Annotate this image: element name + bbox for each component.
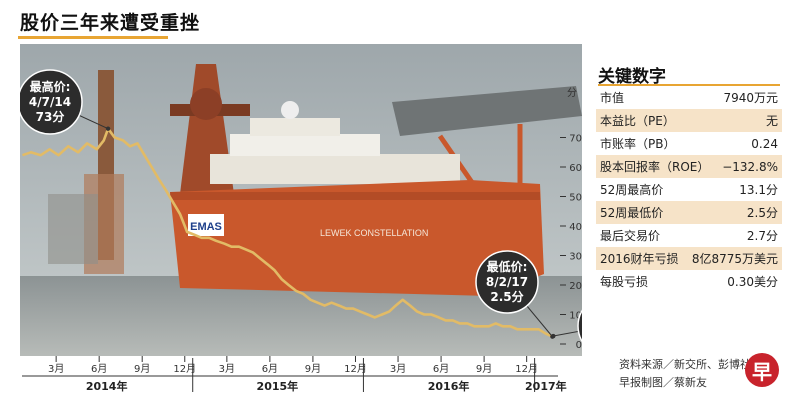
stat-label: 每股亏损 [600, 275, 649, 289]
x-tick-label: 9月 [305, 363, 321, 375]
stock-chart: EMAS LEWEK CONSTELLATION 0 10 20 30 40 50 60 70… [20, 44, 582, 356]
year-label: 2017年 [525, 379, 567, 393]
close-price-callout [577, 309, 582, 343]
x-tick-label: 12月 [173, 363, 196, 375]
credit-line: 早报制图／蔡新友 [619, 376, 707, 389]
emas-logo-text: EMAS [190, 221, 222, 233]
stat-label: 市账率（PB） [600, 137, 676, 151]
stat-label: 52周最高价 [600, 183, 664, 197]
stat-row-52w-low: 52周最低价 2.5分 [596, 201, 782, 224]
stat-label: 最后交易价 [600, 229, 661, 243]
stat-row-loss-per-share: 每股亏损 0.30美分 [596, 270, 782, 293]
stat-row-roe: 股本回报率（ROE） −132.8% [596, 155, 782, 178]
stat-label: 本益比（PE） [600, 114, 675, 128]
y-tick-label: 20 [569, 281, 582, 292]
y-tick-label: 30 [569, 252, 582, 263]
stat-label: 52周最低价 [600, 206, 664, 220]
ship-hull [170, 180, 544, 296]
y-tick-label: 60 [569, 163, 582, 174]
low-price-callout [475, 250, 539, 314]
low-price-callout-text: 2.5分 [490, 289, 523, 304]
chart-title: 股价三年来遭受重挫 [20, 12, 201, 34]
stat-row-52w-high: 52周最高价 13.1分 [596, 178, 782, 201]
source-line: 资料来源／新交所、彭博社 [619, 358, 751, 371]
high-price-callout-text: 4/7/14 [29, 95, 71, 109]
ship-name: LEWEK CONSTELLATION [320, 228, 428, 238]
stat-label: 2016财年亏损 [600, 252, 679, 266]
x-tick-label: 9月 [134, 363, 150, 375]
x-tick-label: 3月 [219, 363, 235, 375]
stat-value: 0.24 [751, 136, 778, 151]
stat-row-market-cap: 市值 7940万元 [596, 86, 782, 109]
price-line [22, 127, 555, 338]
stat-value: 8亿8775万美元 [691, 252, 778, 266]
high-price-callout [20, 69, 83, 135]
key-figures-title: 关键数字 [598, 67, 666, 87]
x-tick-label: 3月 [390, 363, 406, 375]
photo-background: EMAS LEWEK CONSTELLATION [20, 44, 582, 356]
x-tick-label: 3月 [48, 363, 64, 375]
stat-value: 13.1分 [739, 183, 778, 197]
key-figures-table: 市值 7940万元 本益比（PE） 无 市账率（PB） 0.24 股本回报率（R… [596, 86, 782, 293]
stat-value: −132.8% [722, 159, 778, 174]
x-tick-label: 9月 [476, 363, 492, 375]
stat-row-pb: 市账率（PB） 0.24 [596, 132, 782, 155]
close-price-callout-marker [551, 333, 556, 339]
stat-value: 0.30美分 [727, 275, 778, 289]
stat-label: 市值 [600, 91, 625, 105]
year-label: 2014年 [86, 379, 128, 393]
y-tick-label: 40 [569, 222, 582, 233]
high-price-callout-marker [105, 126, 111, 131]
high-price-callout-text: 73分 [36, 109, 65, 124]
source-credit: 资料来源／新交所、彭博社 早报制图／蔡新友 [619, 356, 751, 392]
y-tick-label: 0 [576, 340, 582, 351]
x-tick-label: 12月 [515, 363, 538, 375]
x-tick-label: 6月 [433, 363, 449, 375]
x-tick-label: 6月 [91, 363, 107, 375]
stat-row-pe: 本益比（PE） 无 [596, 109, 782, 132]
y-unit-label: 分 [567, 87, 577, 99]
title-underline [18, 36, 168, 39]
stat-row-last-trade: 最后交易价 2.7分 [596, 224, 782, 247]
year-label: 2016年 [428, 379, 470, 393]
low-price-callout-text: 8/2/17 [486, 275, 528, 289]
y-tick-label: 70 [569, 134, 582, 145]
price-plot: 0 10 20 30 40 50 60 70 分 最高价:4/7/1473分最低价:8/2/172… [20, 69, 582, 351]
key-figures-underline [598, 84, 780, 86]
y-tick-label: 50 [569, 193, 582, 204]
zaobao-logo: 早 [745, 353, 779, 387]
stat-value: 7940万元 [723, 91, 778, 105]
stat-label: 股本回报率（ROE） [600, 160, 710, 174]
stat-value: 2.7分 [746, 229, 778, 243]
stat-row-fy2016-loss: 2016财年亏损 8亿8775万美元 [596, 247, 782, 270]
stat-value: 2.5分 [746, 206, 778, 220]
y-tick-label: 10 [569, 311, 582, 322]
x-tick-label: 12月 [344, 363, 367, 375]
low-price-callout-text: 最低价: [487, 259, 528, 274]
year-label: 2015年 [257, 379, 299, 393]
x-tick-label: 6月 [262, 363, 278, 375]
high-price-callout-text: 最高价: [30, 79, 71, 94]
stat-value: 无 [765, 114, 778, 128]
